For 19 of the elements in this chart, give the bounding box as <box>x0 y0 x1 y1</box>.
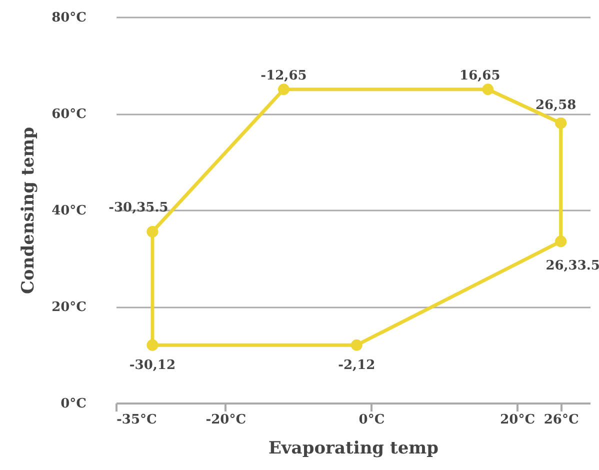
y-tick-label: 40°C <box>52 204 86 218</box>
annotation: 26,58 <box>535 98 576 114</box>
y-tick-label: 20°C <box>52 300 86 315</box>
x-axis-title: Evaporating temp <box>268 438 439 458</box>
annotation: -2,12 <box>338 358 376 374</box>
annotation: 16,65 <box>460 68 500 84</box>
x-tick-label: -20°C <box>206 412 246 428</box>
annotation: -30,12 <box>129 358 176 374</box>
x-tick-label: 26°C <box>544 412 579 428</box>
y-axis-title: Condensing temp <box>18 126 39 294</box>
annotation: 26,33.5 <box>546 258 599 274</box>
x-tick-label: -35°C <box>116 412 157 428</box>
x-tick-label: 20°C <box>500 412 536 428</box>
y-tick-label: 60°C <box>52 107 86 122</box>
annotation: -12,65 <box>260 68 307 84</box>
y-tick-label: 80°C <box>52 10 86 26</box>
annotation: -30,35.5 <box>108 200 168 216</box>
y-tick-label: 0°C <box>60 396 86 412</box>
x-tick-label: 0°C <box>358 412 385 428</box>
